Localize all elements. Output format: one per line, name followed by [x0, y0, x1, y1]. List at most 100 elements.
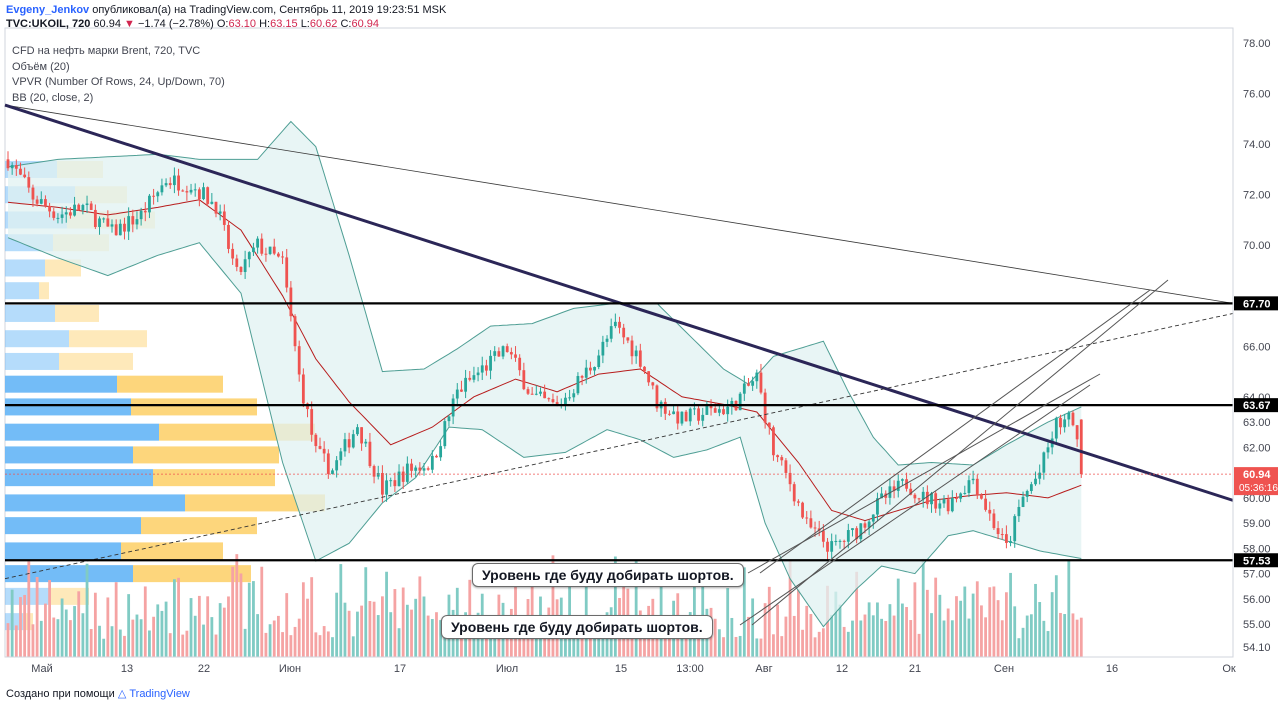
volume-bar	[742, 567, 746, 657]
candle-body	[272, 246, 276, 254]
vp-down-bar	[49, 587, 89, 605]
volume-bar	[435, 612, 438, 657]
volume-bar	[485, 622, 488, 657]
volume-bar	[717, 629, 721, 657]
candle-body	[946, 499, 950, 512]
volume-bar	[755, 638, 759, 657]
volume-bar	[110, 626, 114, 657]
dashed-uptrend-line	[4, 313, 1234, 580]
time-tick-label: 16	[1106, 663, 1118, 675]
vp-up-bar	[5, 352, 59, 370]
volume-bar	[385, 571, 388, 657]
candle-body	[297, 346, 301, 375]
footer-brand[interactable]: TradingView	[129, 688, 190, 700]
candle-body	[31, 187, 35, 200]
volume-bar	[984, 617, 987, 657]
volume-bar	[730, 617, 734, 657]
candle-body	[56, 217, 60, 219]
author-link[interactable]: Evgeny_Jenkov	[6, 4, 90, 16]
vp-down-bar	[133, 446, 279, 464]
candle-body	[193, 189, 197, 191]
candles	[6, 151, 1083, 561]
candle-body	[846, 530, 850, 542]
price-tick-label: 60.00	[1243, 493, 1271, 505]
volume-bar	[942, 620, 946, 657]
candle-body	[1067, 412, 1071, 420]
volume-bar	[738, 635, 742, 657]
candle-body	[913, 494, 917, 499]
candle-body	[222, 211, 226, 225]
candle-body	[393, 480, 397, 487]
price-tick-label: 56.00	[1243, 594, 1271, 606]
legend-volume[interactable]: Объём (20)	[12, 60, 70, 73]
volume-bar	[356, 611, 359, 657]
candle-body	[1034, 478, 1037, 485]
candle-body	[955, 498, 958, 500]
candle-body	[647, 371, 651, 383]
annotation-callout-2[interactable]: Уровень где буду добирать шортов.	[441, 615, 713, 639]
volume-bar	[925, 589, 929, 657]
candle-body	[518, 357, 522, 371]
candle-body	[202, 187, 205, 200]
volume-bar	[306, 598, 309, 657]
vp-down-bar	[133, 565, 251, 583]
volume-bar	[189, 598, 193, 657]
volume-bar	[368, 601, 372, 657]
volume-bar	[381, 596, 384, 657]
candle-body	[210, 201, 214, 204]
price-tick-label: 54.10	[1243, 642, 1271, 654]
volume-bar	[1063, 614, 1067, 657]
vp-up-bar	[5, 259, 45, 277]
volume-bar	[135, 614, 139, 657]
candle-body	[264, 253, 268, 255]
volume-bar	[946, 608, 950, 657]
candle-body	[10, 165, 14, 169]
candle-body	[389, 480, 393, 482]
candle-body	[164, 183, 168, 186]
volume-bar	[792, 615, 796, 657]
price-tick-label: 66.00	[1243, 341, 1271, 353]
candle-body	[834, 540, 838, 542]
legend-bb[interactable]: BB (20, close, 2)	[12, 91, 94, 104]
volume-bar	[318, 635, 322, 657]
ohlc-low: 60.62	[309, 18, 338, 30]
legend-vpvr[interactable]: VPVR (Number Of Rows, 24, Up/Down, 70)	[12, 76, 225, 88]
volume-bar	[31, 624, 35, 657]
candle-body	[509, 352, 513, 355]
vp-up-bar	[5, 517, 141, 535]
candle-body	[410, 463, 413, 471]
volume-bar	[222, 607, 226, 657]
candle-body	[156, 192, 160, 197]
volume-bar	[69, 620, 72, 657]
candle-body	[551, 399, 555, 403]
volume-bar	[1050, 592, 1054, 657]
candle-body	[755, 372, 759, 382]
price-axis-bg	[1233, 28, 1280, 657]
volume-bar	[206, 596, 210, 657]
candle-body	[547, 398, 551, 400]
candle-body	[285, 257, 289, 288]
annotation-callout-1[interactable]: Уровень где буду добирать шортов.	[472, 563, 744, 587]
volume-bar	[347, 610, 351, 657]
legend-title[interactable]: CFD на нефть марки Brent, 720, TVC	[12, 45, 201, 57]
volume-bar	[980, 605, 983, 657]
volume-bar	[351, 636, 355, 657]
volume-bar	[360, 605, 363, 657]
volume-bar	[767, 586, 771, 657]
volume-bar	[443, 633, 447, 657]
level-price-tag	[1234, 398, 1278, 413]
channel-line	[747, 373, 1101, 574]
candle-body	[1000, 534, 1004, 536]
candle-body	[797, 501, 800, 503]
candle-body	[356, 427, 359, 435]
candle-body	[430, 455, 434, 470]
volume-bar	[1017, 638, 1021, 657]
candle-body	[268, 246, 272, 255]
volume-bar	[227, 596, 230, 657]
candle-body	[942, 499, 946, 504]
volume-bar	[867, 602, 871, 657]
candle-body	[626, 337, 630, 341]
price-tick-label: 57.00	[1243, 569, 1271, 581]
volume-bar	[934, 577, 938, 657]
